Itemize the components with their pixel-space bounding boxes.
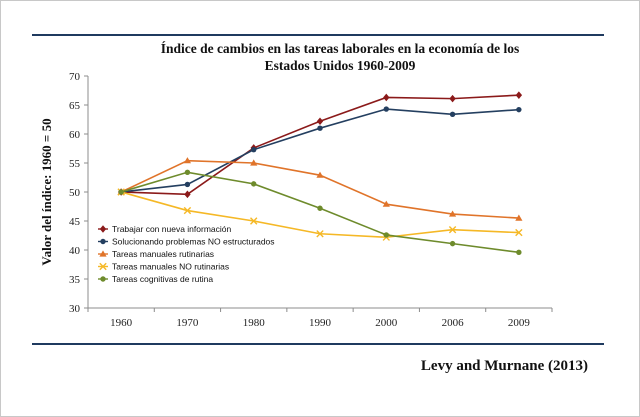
data-point <box>183 157 192 164</box>
data-point <box>449 94 456 103</box>
data-point <box>183 206 192 215</box>
data-point <box>383 232 389 238</box>
x-marker-stroke <box>183 206 192 215</box>
data-point <box>448 210 457 217</box>
y-tick-label: 30 <box>69 303 81 315</box>
x-marker-stroke <box>448 226 457 234</box>
data-point <box>250 159 258 166</box>
data-point <box>251 146 257 153</box>
data-point <box>383 93 390 102</box>
data-point <box>383 106 389 112</box>
series-line <box>121 94 519 196</box>
x-tick-label: 1990 <box>309 317 332 329</box>
x-tick-label: 1970 <box>176 317 199 329</box>
series-3 <box>117 157 523 221</box>
data-point <box>184 181 191 188</box>
legend-marker <box>100 238 106 245</box>
legend-marker <box>99 250 107 257</box>
y-tick-label: 40 <box>69 245 81 257</box>
data-point <box>382 200 390 207</box>
y-tick-label: 60 <box>69 129 81 141</box>
data-point <box>317 205 323 211</box>
x-tick-label: 1980 <box>243 317 266 329</box>
data-point <box>316 171 324 178</box>
series-1 <box>117 91 523 199</box>
chart-title-line-2: Estados Unidos 1960-2009 <box>264 58 416 73</box>
data-point <box>516 106 522 113</box>
legend-marker <box>99 262 107 271</box>
data-point <box>515 228 523 237</box>
data-point <box>448 226 457 234</box>
x-tick-label: 2006 <box>442 317 465 329</box>
legend-label: Tareas cognitivas de rutina <box>112 274 213 284</box>
legend-item: Tareas manuales NO rutinarias <box>98 262 229 272</box>
legend-item: Trabajar con nueva información <box>98 224 231 234</box>
legend-item: Solucionando problemas NO estructurados <box>98 237 275 247</box>
legend-label: Tareas manuales NO rutinarias <box>112 262 229 272</box>
top-divider <box>32 34 604 36</box>
data-point <box>250 217 258 225</box>
data-point <box>515 214 523 221</box>
y-tick-label: 65 <box>69 100 81 112</box>
chart-title: Índice de cambios en las tareas laborale… <box>140 40 540 74</box>
y-tick-label: 70 <box>69 71 81 83</box>
y-tick-label: 50 <box>69 187 81 199</box>
legend-marker <box>100 276 106 282</box>
data-point <box>316 117 324 126</box>
x-tick-label: 1960 <box>110 317 133 329</box>
legend-item: Tareas manuales rutinarias <box>98 249 214 259</box>
data-point <box>515 91 523 99</box>
x-marker-stroke <box>515 228 523 237</box>
data-point <box>317 125 323 131</box>
bottom-divider <box>32 343 604 345</box>
data-point <box>449 111 456 117</box>
y-tick-label: 45 <box>69 216 81 228</box>
legend-label: Solucionando problemas NO estructurados <box>112 237 275 247</box>
data-point <box>184 190 191 199</box>
data-point <box>184 169 191 175</box>
x-tick-label: 2000 <box>375 317 398 329</box>
data-point <box>516 249 522 256</box>
chart-title-line-1: Índice de cambios en las tareas laborale… <box>160 41 520 56</box>
citation: Levy and Murnane (2013) <box>420 358 588 374</box>
legend-marker <box>99 225 107 233</box>
data-point <box>316 230 324 238</box>
data-point <box>118 189 124 195</box>
legend-item: Tareas cognitivas de rutina <box>98 274 213 284</box>
x-marker-stroke <box>99 262 107 271</box>
series-5 <box>118 169 522 256</box>
x-marker-stroke <box>316 230 324 238</box>
x-tick-label: 2009 <box>508 317 531 329</box>
x-marker-stroke <box>250 217 258 225</box>
data-point <box>251 181 257 187</box>
y-tick-label: 35 <box>69 274 81 286</box>
data-point <box>449 240 456 247</box>
legend-label: Tareas manuales rutinarias <box>112 249 214 259</box>
legend-label: Trabajar con nueva información <box>112 224 231 234</box>
y-tick-label: 55 <box>69 158 81 170</box>
